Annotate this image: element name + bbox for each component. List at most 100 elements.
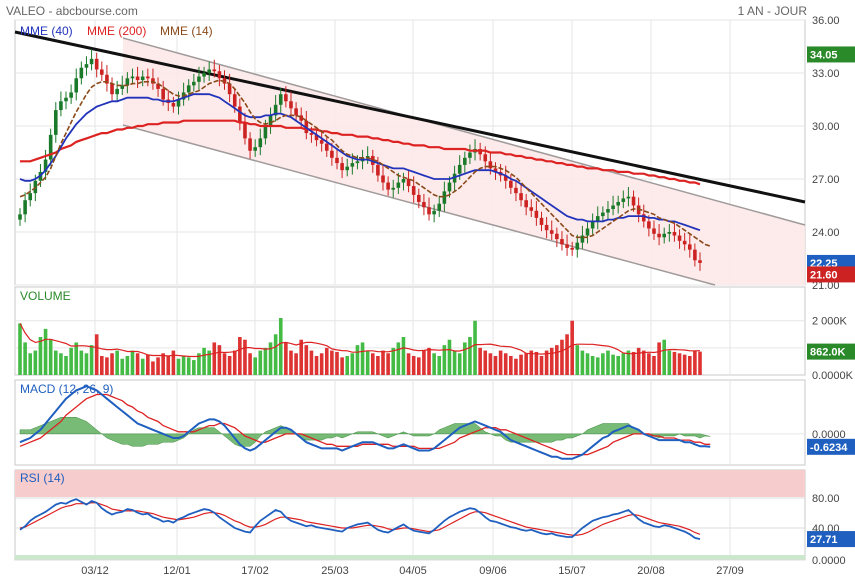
volume-bar — [565, 334, 569, 375]
volume-bar — [539, 356, 544, 375]
volume-bar — [74, 342, 79, 375]
chart-source-title: VALEO - abcbourse.com — [6, 4, 138, 18]
candle-body — [74, 78, 79, 93]
macd-badge — [807, 438, 855, 455]
candle-body — [514, 187, 518, 194]
x-tick-label: 20/08 — [637, 565, 665, 577]
candle-body — [146, 76, 150, 79]
volume-bar — [248, 353, 252, 375]
chart-period-label: 1 AN - JOUR — [737, 4, 807, 18]
candle-body — [509, 180, 513, 188]
candle-body — [631, 196, 636, 206]
candle-body — [575, 242, 580, 250]
volume-bar — [381, 350, 385, 375]
volume-bar — [488, 353, 493, 375]
candle-body — [422, 201, 426, 208]
candle-body — [427, 207, 431, 215]
volume-bar — [340, 357, 344, 375]
volume-bar — [503, 353, 508, 375]
x-tick-label: 04/05 — [399, 565, 427, 577]
y-tick-label: 21.00 — [812, 280, 840, 292]
volume-bar — [171, 350, 176, 375]
legend-entry: MME (200) — [87, 24, 146, 38]
x-tick-label: 25/03 — [321, 565, 349, 577]
candle-body — [263, 126, 268, 139]
candle-body — [217, 71, 222, 79]
volume-bar — [324, 347, 329, 375]
candle-body — [253, 147, 257, 151]
candle-body — [376, 164, 380, 176]
rsi-badge — [807, 531, 855, 548]
volume-bar — [555, 345, 559, 375]
candle-body — [381, 175, 385, 183]
volume-bar — [636, 347, 641, 375]
candle-body — [309, 133, 314, 135]
volume-bar — [687, 356, 692, 375]
rsi-badge-label: 27.71 — [810, 534, 838, 546]
volume-bar — [243, 339, 247, 375]
x-tick-label: 27/09 — [716, 565, 744, 577]
volume-bar — [365, 350, 370, 375]
candle-body — [105, 74, 109, 84]
candle-body — [324, 143, 329, 151]
candle-body — [89, 58, 94, 65]
candle-body — [411, 186, 416, 195]
volume-bar — [473, 320, 477, 375]
volume-bar — [181, 356, 186, 375]
candle-body — [534, 210, 539, 218]
volume-bar — [69, 347, 73, 375]
candle-body — [447, 182, 452, 192]
volume-bar — [391, 347, 396, 375]
candle-body — [493, 168, 498, 172]
x-tick-label: 17/02 — [241, 565, 269, 577]
candle-body — [401, 179, 406, 183]
candle-body — [652, 228, 656, 234]
volume-bar — [519, 354, 523, 375]
volume-bar — [647, 353, 651, 375]
candle-body — [560, 239, 564, 245]
volume-bar — [667, 350, 672, 375]
volume-bar — [549, 347, 554, 375]
volume-bar — [442, 345, 447, 375]
volume-bar — [396, 342, 401, 375]
candle-body — [161, 88, 165, 100]
candle-body — [140, 76, 145, 81]
candle-body — [457, 164, 462, 174]
volume-bar — [534, 351, 539, 375]
volume-bar — [483, 350, 488, 375]
volume-bar — [560, 339, 564, 375]
volume-bar — [514, 358, 518, 375]
volume-bar — [493, 356, 498, 375]
volume-tick-label: 2 000K — [812, 316, 848, 328]
volume-bar — [611, 354, 615, 375]
volume-bar — [580, 350, 585, 375]
candle-body — [192, 81, 196, 86]
y-tick-label: 24.00 — [812, 227, 840, 239]
volume-bar — [28, 353, 33, 375]
volume-bar — [18, 323, 22, 375]
candle-body — [243, 122, 247, 139]
rsi-tick-label: 80.00 — [812, 493, 840, 505]
candle-body — [94, 58, 99, 70]
volume-bar — [452, 350, 457, 375]
volume-bar — [652, 356, 656, 375]
y-tick-label: 36.00 — [812, 15, 840, 27]
volume-bar — [258, 350, 263, 375]
candle-body — [176, 99, 181, 107]
candle-body — [555, 233, 559, 240]
volume-bar — [524, 353, 528, 375]
candle-body — [248, 138, 252, 151]
candle-body — [43, 159, 48, 172]
candle-body — [23, 200, 27, 215]
volume-bar — [105, 357, 109, 375]
candle-body — [641, 214, 646, 222]
candle-body — [636, 205, 641, 215]
candle-body — [53, 110, 58, 135]
candle-body — [687, 244, 692, 250]
volume-bar — [427, 347, 431, 375]
volume-bar — [79, 350, 84, 375]
macd-badge-label: -0.6234 — [810, 442, 848, 454]
volume-bar — [38, 337, 43, 375]
trend-line — [14, 30, 806, 204]
volume-bar — [335, 351, 339, 375]
